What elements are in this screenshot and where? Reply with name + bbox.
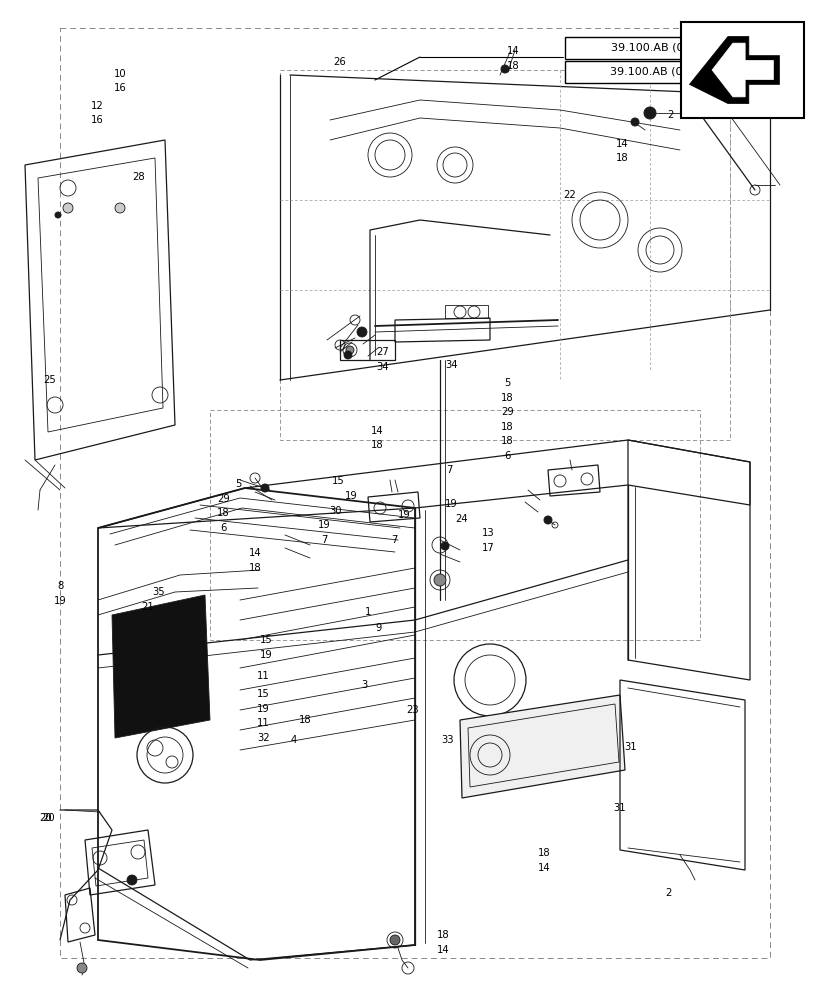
Text: 23: 23: [405, 705, 418, 715]
Text: 5: 5: [504, 378, 510, 388]
Circle shape: [115, 203, 125, 213]
Text: 30: 30: [328, 506, 342, 516]
Circle shape: [390, 935, 399, 945]
Text: 32: 32: [256, 733, 270, 743]
Circle shape: [356, 327, 366, 337]
Polygon shape: [112, 595, 210, 738]
Text: 18: 18: [506, 61, 519, 71]
Text: 15: 15: [260, 635, 273, 645]
Text: 34: 34: [375, 362, 389, 372]
Text: 29: 29: [217, 494, 230, 504]
Text: 33: 33: [440, 735, 453, 745]
Text: 14: 14: [436, 945, 449, 955]
Bar: [210, 410, 699, 640]
Text: 14: 14: [370, 426, 383, 436]
Text: 13: 13: [481, 528, 495, 538]
Text: 18: 18: [500, 393, 514, 403]
Text: 31: 31: [612, 803, 625, 813]
Text: 39.100.AB (02): 39.100.AB (02): [609, 67, 694, 77]
Text: 19: 19: [444, 499, 457, 509]
Text: 8: 8: [57, 581, 64, 591]
Text: 27: 27: [375, 347, 389, 357]
Text: 18: 18: [298, 715, 311, 725]
Text: 21: 21: [141, 602, 154, 612]
Text: 31: 31: [624, 742, 637, 752]
Bar: [564, 37, 739, 59]
Text: 5: 5: [235, 479, 241, 489]
Text: 2: 2: [666, 110, 672, 120]
Text: 20: 20: [39, 813, 52, 823]
Circle shape: [127, 875, 136, 885]
Circle shape: [500, 65, 509, 73]
Text: 19: 19: [318, 520, 331, 530]
Circle shape: [630, 118, 638, 126]
Text: 16: 16: [90, 115, 103, 125]
Text: 18: 18: [500, 422, 514, 432]
Text: 18: 18: [370, 440, 383, 450]
Text: 1: 1: [365, 607, 371, 617]
Circle shape: [643, 107, 655, 119]
Bar: [60, 28, 769, 958]
Bar: [681, 22, 803, 118]
Text: 12: 12: [90, 101, 103, 111]
Text: 18: 18: [248, 563, 261, 573]
Text: 15: 15: [331, 476, 344, 486]
Circle shape: [433, 574, 446, 586]
Text: 11: 11: [256, 671, 270, 681]
Circle shape: [77, 963, 87, 973]
Text: 4: 4: [290, 735, 297, 745]
Text: 7: 7: [390, 535, 397, 545]
Text: 22: 22: [562, 190, 576, 200]
Text: 24: 24: [455, 514, 468, 524]
Circle shape: [441, 542, 448, 550]
Text: 25: 25: [43, 375, 56, 385]
Text: 34: 34: [444, 360, 457, 370]
Text: 9: 9: [375, 623, 381, 633]
Text: 6: 6: [220, 523, 227, 533]
Text: 7: 7: [446, 465, 452, 475]
Text: 14: 14: [615, 139, 628, 149]
Text: 26: 26: [332, 57, 346, 67]
Circle shape: [343, 351, 351, 359]
Polygon shape: [460, 695, 624, 798]
Text: 19: 19: [54, 596, 67, 606]
Circle shape: [55, 212, 61, 218]
Circle shape: [543, 516, 552, 524]
Text: 28: 28: [131, 172, 145, 182]
Text: 14: 14: [506, 46, 519, 56]
Text: 15: 15: [256, 689, 270, 699]
Text: 6: 6: [504, 451, 510, 461]
Text: 19: 19: [260, 650, 273, 660]
Text: 10: 10: [113, 69, 127, 79]
Text: 2: 2: [664, 888, 671, 898]
Circle shape: [63, 203, 73, 213]
Text: 29: 29: [500, 407, 514, 417]
Bar: [564, 61, 739, 83]
Text: 18: 18: [615, 153, 628, 163]
Text: 11: 11: [256, 718, 270, 728]
Text: 18: 18: [500, 436, 514, 446]
Text: 18: 18: [217, 508, 230, 518]
Text: 7: 7: [321, 535, 327, 545]
Circle shape: [261, 484, 269, 492]
Text: 19: 19: [256, 704, 270, 714]
Text: 35: 35: [152, 587, 165, 597]
Polygon shape: [689, 36, 778, 104]
Polygon shape: [711, 43, 772, 97]
Text: 19: 19: [344, 491, 357, 501]
Text: 17: 17: [481, 543, 495, 553]
Text: 18: 18: [537, 848, 550, 858]
Text: 19: 19: [397, 510, 410, 520]
Text: 14: 14: [248, 548, 261, 558]
Text: 14: 14: [537, 863, 550, 873]
Bar: [280, 70, 729, 440]
Text: 20: 20: [43, 813, 55, 823]
Circle shape: [346, 346, 354, 354]
Text: 16: 16: [113, 83, 127, 93]
Circle shape: [691, 102, 701, 112]
Text: 18: 18: [436, 930, 449, 940]
Text: 39.100.AB (01): 39.100.AB (01): [609, 43, 694, 53]
Text: 3: 3: [361, 680, 367, 690]
